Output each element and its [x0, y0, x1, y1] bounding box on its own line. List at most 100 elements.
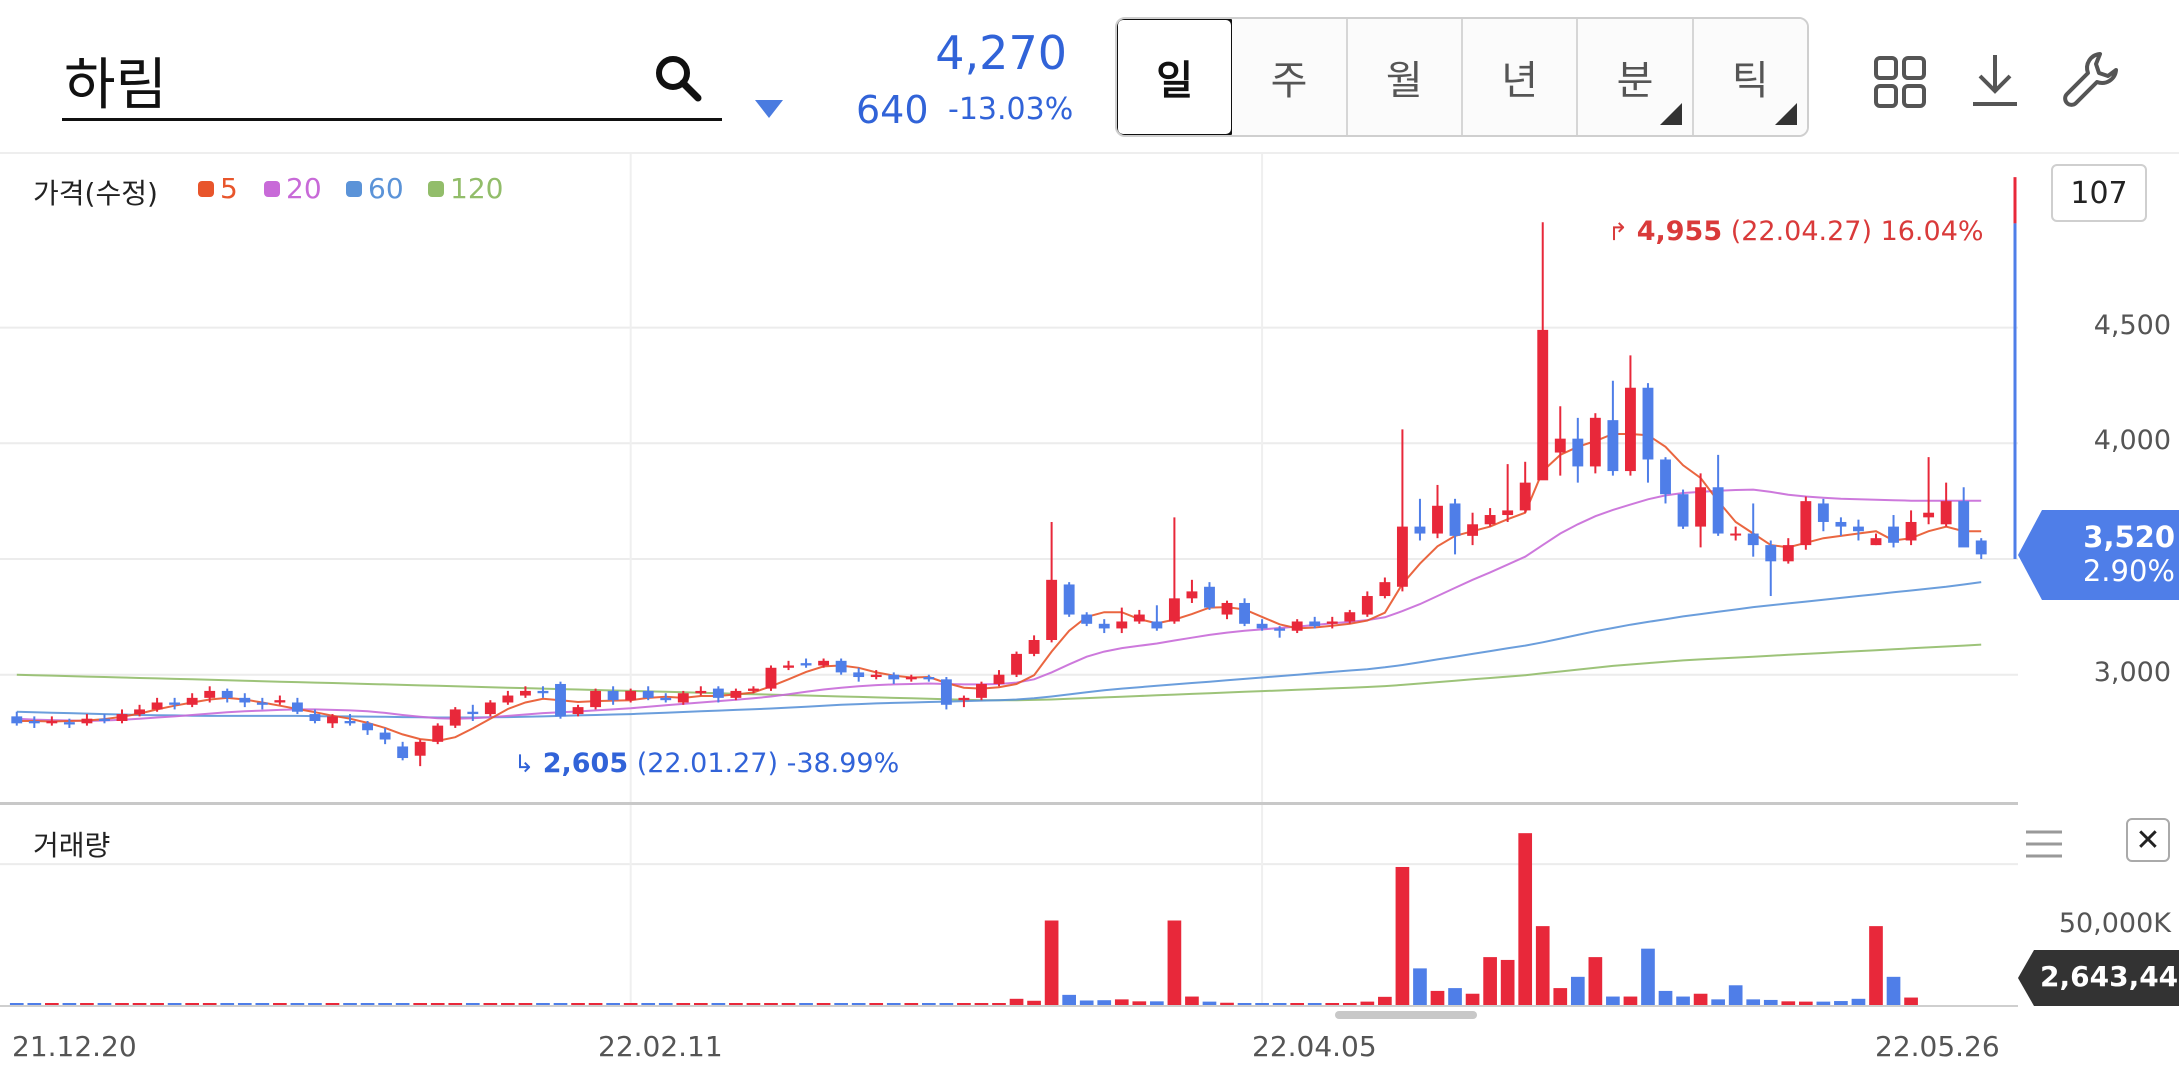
- volume-bar: [1623, 996, 1638, 1005]
- candle: [712, 686, 724, 703]
- price-chart[interactable]: [0, 154, 2018, 802]
- volume-bar: [1062, 994, 1076, 1005]
- candle: [327, 714, 338, 728]
- candle: [1624, 355, 1636, 476]
- volume-bar: [658, 1003, 673, 1005]
- ma-legend-label: 120: [450, 172, 504, 205]
- ma-color-swatch: [428, 180, 444, 197]
- volume-bar: [904, 1003, 919, 1005]
- candle: [1975, 538, 1987, 559]
- search-input[interactable]: 하림: [64, 53, 168, 118]
- menu-icon[interactable]: [2024, 826, 2064, 862]
- ma-legend-item[interactable]: 120: [428, 172, 503, 205]
- volume-bar: [851, 1003, 866, 1005]
- ma-color-swatch: [198, 180, 214, 197]
- period-button-4[interactable]: 분: [1578, 19, 1694, 135]
- x-axis-tick: 21.12.20: [12, 1030, 137, 1063]
- candle: [169, 697, 181, 710]
- search-icon[interactable]: [652, 52, 704, 104]
- search-underline: [62, 118, 722, 121]
- candle: [467, 704, 479, 721]
- volume-bar: [150, 1003, 164, 1005]
- candle: [1765, 540, 1777, 597]
- candle: [695, 686, 707, 696]
- panel-divider[interactable]: [0, 802, 2018, 805]
- volume-bar: [1255, 1003, 1269, 1005]
- candle: [625, 688, 637, 703]
- candle: [1467, 512, 1479, 546]
- volume-bar: [1869, 926, 1883, 1005]
- volume-bar: [97, 1003, 112, 1005]
- candle: [1677, 489, 1689, 529]
- volume-bar: [185, 1003, 200, 1005]
- volume-bar: [220, 1003, 235, 1005]
- wrench-icon[interactable]: [2062, 50, 2120, 108]
- volume-bar: [115, 1003, 129, 1005]
- candle: [449, 707, 461, 728]
- volume-bar: [237, 1003, 252, 1005]
- ma-legend-item[interactable]: 20: [264, 172, 322, 205]
- close-panel-button[interactable]: ✕: [2126, 818, 2170, 862]
- volume-bar: [1500, 959, 1515, 1005]
- period-button-1[interactable]: 주: [1232, 19, 1348, 135]
- chart-scrollbar[interactable]: [1335, 1011, 1477, 1019]
- volume-bar: [834, 1003, 848, 1005]
- candle: [1414, 498, 1426, 541]
- volume-bar: [729, 1003, 743, 1005]
- volume-chart[interactable]: [0, 805, 2018, 1005]
- candle: [765, 665, 777, 691]
- volume-bar: [1728, 985, 1743, 1005]
- ma-legend-label: 60: [368, 172, 404, 205]
- candle: [958, 695, 970, 708]
- volume-bar: [992, 1003, 1006, 1005]
- submenu-corner-icon: [1774, 103, 1797, 125]
- volume-bar: [974, 1003, 989, 1005]
- volume-bar: [1167, 920, 1182, 1005]
- volume-bar: [290, 1003, 305, 1005]
- candle: [660, 693, 672, 703]
- period-button-0[interactable]: 일: [1117, 19, 1235, 135]
- download-icon[interactable]: [1970, 52, 2020, 108]
- candle: [274, 695, 286, 705]
- period-button-3[interactable]: 년: [1462, 19, 1579, 135]
- ma-legend-item[interactable]: 5: [198, 172, 238, 205]
- volume-bar: [1307, 1003, 1322, 1005]
- volume-bar: [1360, 1001, 1375, 1005]
- candle: [1344, 609, 1356, 624]
- low-arrow-icon: ↳: [514, 750, 535, 778]
- volume-bar: [1483, 957, 1497, 1005]
- candle: [1800, 496, 1812, 550]
- candle: [344, 714, 356, 726]
- ma-legend-item[interactable]: 60: [346, 172, 404, 205]
- x-axis-divider: [0, 1005, 2018, 1007]
- volume-bar: [360, 1003, 375, 1005]
- volume-bar: [1606, 996, 1620, 1005]
- candle: [607, 686, 619, 705]
- candle: [537, 686, 549, 698]
- grid-icon[interactable]: [1872, 54, 1928, 110]
- candle: [923, 674, 935, 682]
- visible-count-badge[interactable]: 107: [2051, 164, 2147, 222]
- volume-bar: [1518, 833, 1533, 1005]
- volume-bar: [1570, 976, 1585, 1005]
- volume-bar: [1220, 1002, 1234, 1005]
- volume-bar: [1781, 1001, 1796, 1005]
- volume-bar: [1185, 996, 1199, 1005]
- candle: [432, 723, 444, 745]
- volume-bar: [1711, 999, 1725, 1005]
- candle: [1449, 498, 1461, 555]
- period-button-5[interactable]: 틱: [1693, 19, 1807, 135]
- volume-bar: [781, 1003, 796, 1005]
- volume-bar: [693, 1003, 708, 1005]
- volume-bar: [1693, 993, 1708, 1005]
- period-label: 일: [1156, 58, 1194, 104]
- x-axis-tick: 22.04.05: [1252, 1030, 1377, 1063]
- volume-bar: [816, 1003, 831, 1005]
- volume-bar: [465, 1003, 480, 1005]
- candle: [1396, 429, 1408, 592]
- candle: [1923, 457, 1935, 525]
- volume-bar: [62, 1003, 77, 1005]
- period-button-2[interactable]: 월: [1347, 19, 1463, 135]
- candle: [1063, 582, 1075, 617]
- candle: [221, 688, 233, 703]
